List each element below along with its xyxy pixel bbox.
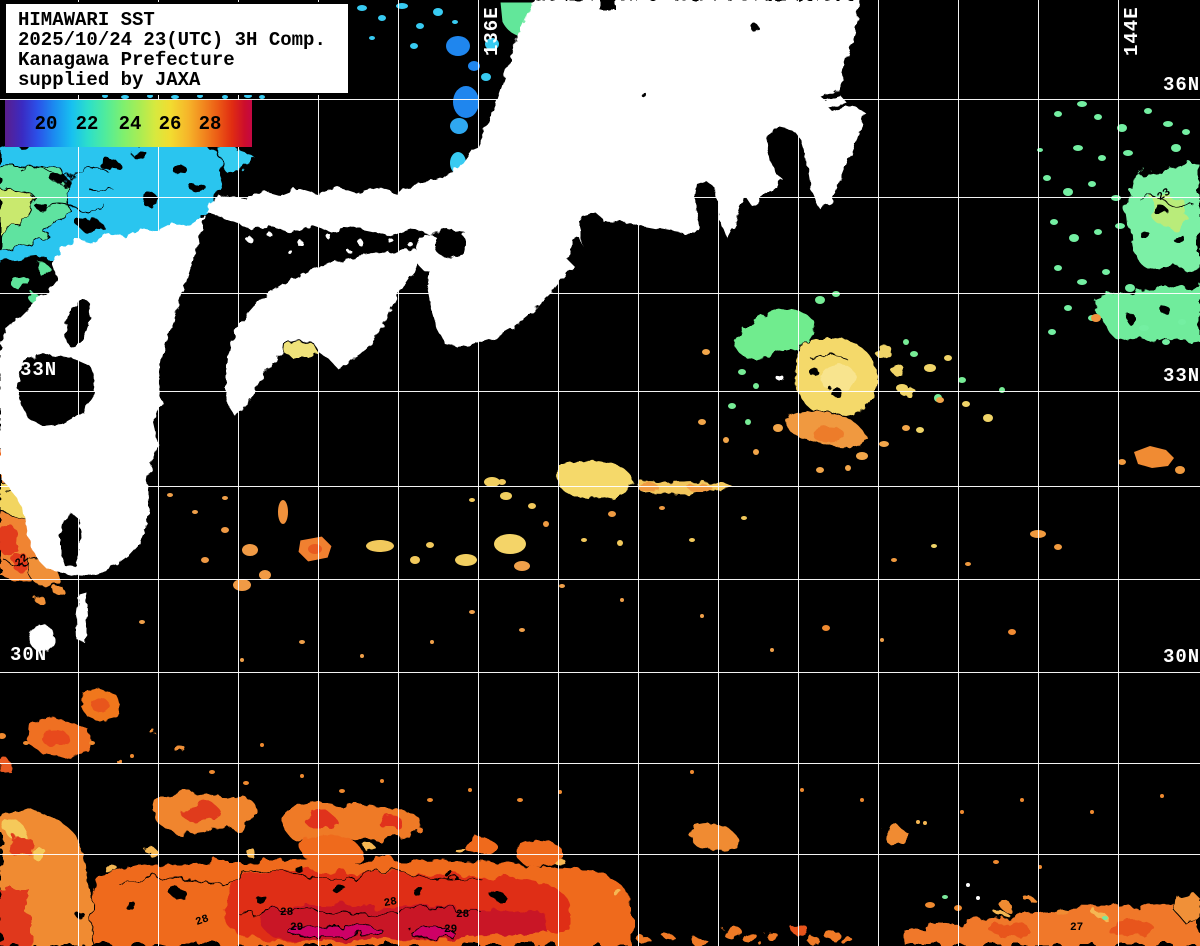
gridline-latitude	[0, 854, 1200, 855]
sst-specks-kuroshio	[698, 291, 1005, 473]
gridline-latitude	[0, 99, 1200, 100]
sst-blobs-southwest	[0, 687, 186, 774]
kagoshima-bay	[60, 515, 81, 567]
gridline-longitude	[718, 0, 719, 946]
colorbar-tick: 20	[34, 112, 58, 135]
gridline-longitude	[398, 0, 399, 946]
land-shikoku	[226, 249, 424, 416]
tosa-bay-warm-patch	[282, 339, 319, 359]
sst-contour-value: 29	[444, 924, 458, 936]
product-region: Kanagawa Prefecture	[18, 49, 235, 71]
tone-river	[828, 99, 858, 112]
gridline-longitude	[798, 0, 799, 946]
product-datetime: 2025/10/24 23(UTC) 3H Comp.	[18, 29, 326, 51]
gridline-latitude	[0, 672, 1200, 673]
product-credit: supplied by JAXA	[18, 69, 201, 91]
land-tanegashima	[76, 592, 88, 642]
gridline-longitude	[238, 0, 239, 946]
land-yakushima	[29, 625, 55, 651]
gridline-longitude	[318, 0, 319, 946]
colorbar-tick: 26	[158, 112, 182, 135]
ise-bay	[580, 212, 606, 260]
osaka-bay	[434, 230, 466, 258]
gridline-longitude	[158, 0, 159, 946]
longitude-label: 136E	[481, 6, 503, 56]
sst-contour-value: 28	[280, 907, 294, 919]
colorbar: 20 22 24 26 28	[5, 100, 252, 147]
land-hachijojima	[776, 375, 784, 381]
gridline-longitude	[638, 0, 639, 946]
tokyo-bay	[767, 128, 805, 182]
gridline-latitude	[0, 391, 1200, 392]
gridline-longitude	[1118, 0, 1119, 946]
sst-specks-northeast	[1037, 101, 1190, 345]
longitude-label: 144E	[1121, 6, 1143, 56]
title-box: HIMAWARI SST 2025/10/24 23(UTC) 3H Comp.…	[4, 2, 350, 95]
sst-cluster-center	[556, 459, 738, 500]
gridline-latitude	[0, 579, 1200, 580]
gridline-latitude	[0, 293, 1200, 294]
gridline-longitude	[878, 0, 879, 946]
latitude-label: 33N	[1163, 365, 1200, 387]
product-title: HIMAWARI SST	[18, 9, 155, 31]
latitude-label: 30N	[1163, 646, 1200, 668]
sst-contour-value: 27	[1070, 922, 1084, 934]
lake-1	[750, 23, 758, 31]
sst-field-northeast	[1094, 162, 1200, 345]
gridline-latitude	[0, 763, 1200, 764]
gridline-latitude	[0, 197, 1200, 198]
land-kyushu	[0, 215, 206, 576]
gridline-longitude	[558, 0, 559, 946]
latitude-label: 30N	[10, 644, 48, 666]
lake-2	[641, 92, 647, 98]
sst-contour-value: 28	[456, 909, 470, 921]
yatsushiro-patch	[18, 354, 96, 426]
gridline-longitude	[478, 0, 479, 946]
kasumigaura	[820, 88, 852, 101]
gridline-latitude	[0, 486, 1200, 487]
latitude-label: 33N	[20, 359, 58, 381]
coast-notch	[600, 0, 616, 10]
suruga-bay	[695, 181, 716, 235]
colorbar-gradient	[5, 100, 252, 147]
colorbar-tick: 22	[75, 112, 99, 135]
sst-contour-value: 29	[290, 922, 304, 934]
sst-field-south	[0, 791, 1200, 946]
sst-cluster-kuroshio	[733, 307, 916, 449]
colorbar-tick: 24	[118, 112, 142, 135]
colorbar-tick: 28	[198, 112, 222, 135]
land-honshu	[206, 0, 865, 347]
gridline-longitude	[78, 0, 79, 946]
land-japan	[0, 0, 865, 651]
gridline-longitude	[1038, 0, 1039, 946]
latitude-label: 36N	[1163, 74, 1200, 96]
gridline-longitude	[958, 0, 959, 946]
sst-specks-center	[139, 446, 1185, 662]
